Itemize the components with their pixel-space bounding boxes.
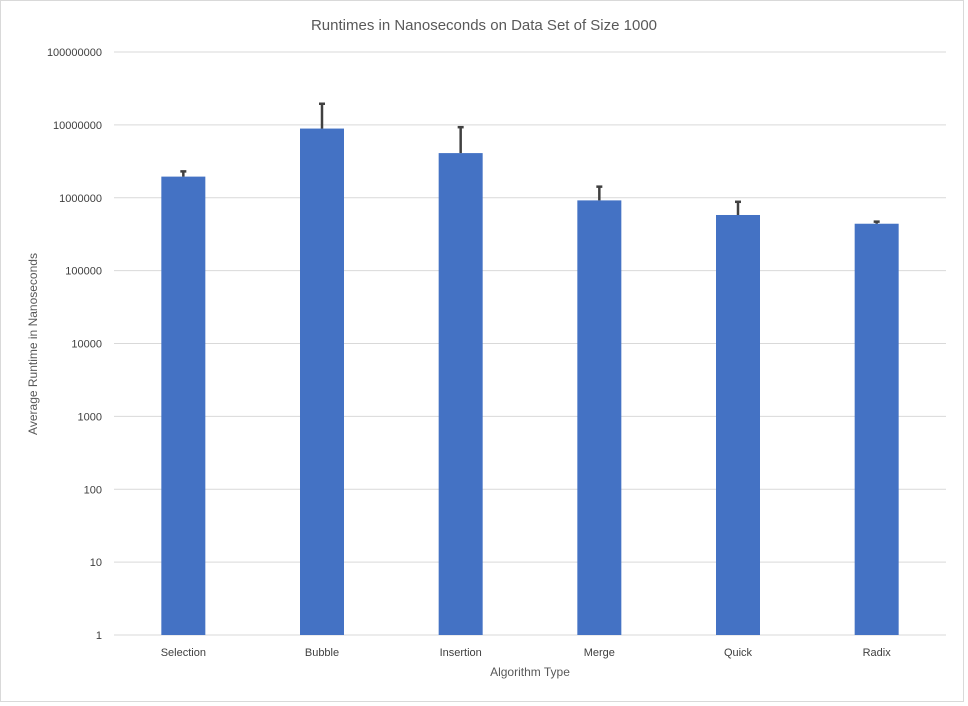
error-bar-radix	[873, 220, 880, 224]
x-tick-label: Merge	[584, 647, 615, 659]
error-bar-selection	[180, 170, 187, 177]
x-tick-label: Insertion	[440, 647, 482, 659]
x-tick-label: Quick	[724, 647, 753, 659]
bar-quick	[716, 214, 760, 636]
bars	[161, 128, 899, 636]
chart-title: Runtimes in Nanoseconds on Data Set of S…	[311, 17, 657, 34]
y-tick-label: 100	[84, 484, 102, 496]
bar-merge	[577, 200, 622, 635]
gridlines	[114, 51, 946, 636]
y-tick-label: 10000	[71, 339, 102, 351]
y-axis-ticks: 1 10 100 1000 10000 100000 1000000 10000000 1000…	[47, 47, 102, 642]
y-tick-label: 100000000	[47, 47, 102, 59]
y-tick-label: 100000	[65, 266, 102, 278]
x-tick-label: Selection	[161, 647, 206, 659]
error-bar-insertion	[457, 125, 464, 154]
x-tick-label: Radix	[863, 647, 892, 659]
error-bar-merge	[596, 185, 603, 201]
error-bar-bubble	[319, 102, 325, 129]
error-bars	[180, 102, 880, 224]
bar-selection	[161, 176, 206, 636]
bar-bubble	[300, 128, 344, 635]
y-tick-label: 1000000	[59, 193, 102, 205]
y-tick-label: 10	[90, 557, 102, 569]
x-tick-label: Bubble	[305, 647, 339, 659]
x-axis-ticks: Selection Bubble Insertion Merge Quick Radix	[161, 647, 892, 659]
x-axis-title: Algorithm Type	[490, 665, 570, 679]
error-bar-quick	[735, 200, 741, 215]
y-tick-label: 10000000	[53, 120, 102, 132]
y-tick-label: 1000	[78, 411, 102, 423]
bar-radix	[854, 223, 899, 635]
y-axis-title: Average Runtime in Nanoseconds	[26, 253, 40, 435]
bar-insertion	[438, 153, 483, 635]
y-tick-label: 1	[96, 630, 102, 642]
